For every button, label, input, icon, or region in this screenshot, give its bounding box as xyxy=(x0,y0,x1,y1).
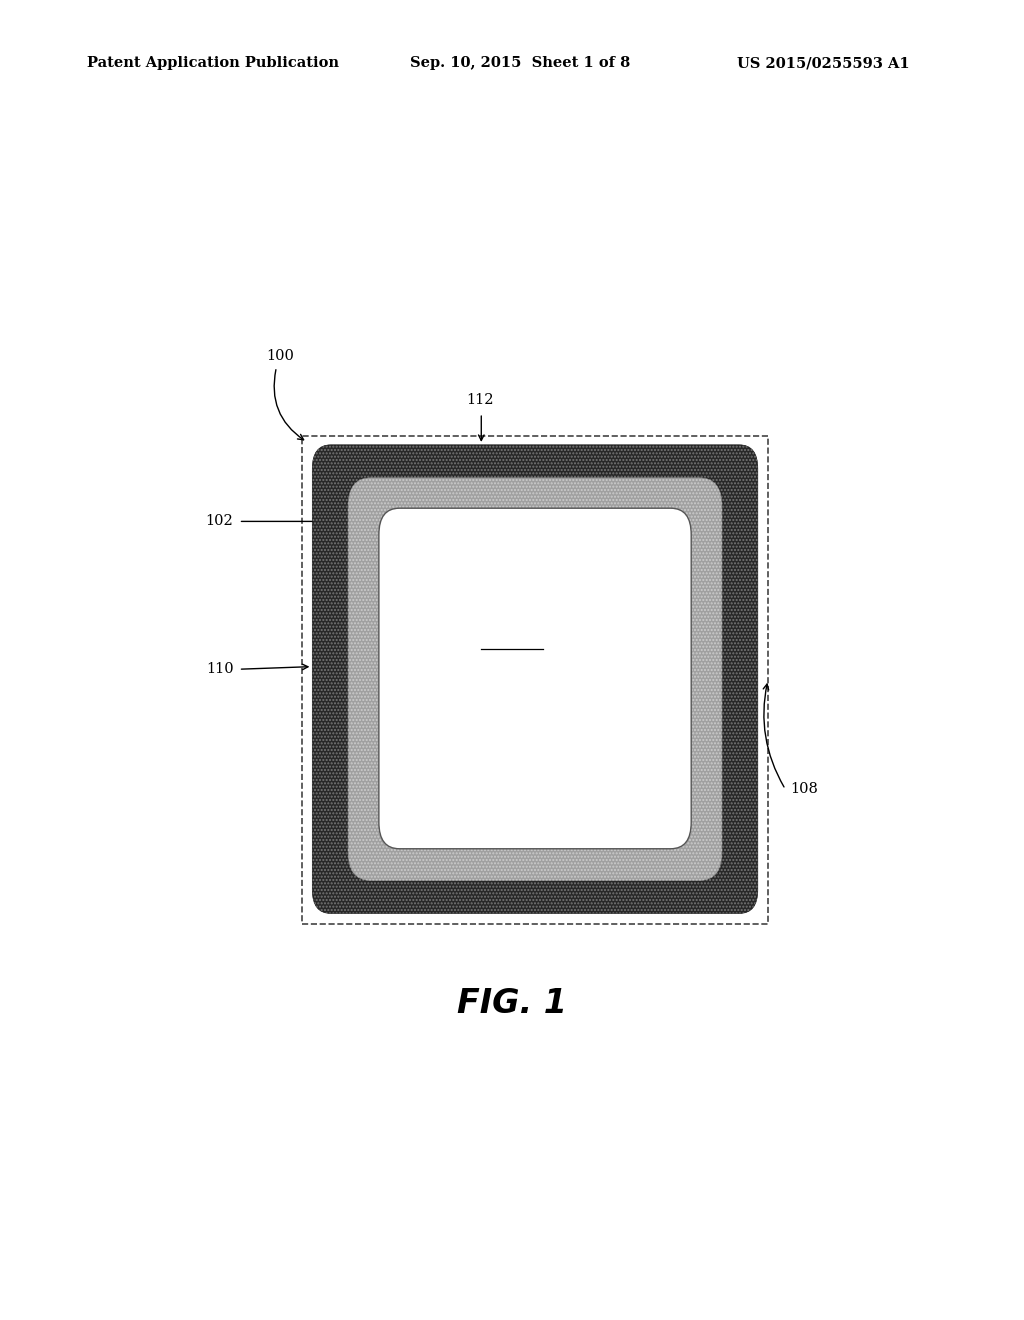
Text: 112: 112 xyxy=(466,392,494,407)
Text: Patent Application Publication: Patent Application Publication xyxy=(87,57,339,70)
Text: 102: 102 xyxy=(206,515,233,528)
Text: FIG. 1: FIG. 1 xyxy=(457,987,567,1019)
Text: 110: 110 xyxy=(206,663,233,676)
Text: 104: 104 xyxy=(451,775,478,788)
FancyBboxPatch shape xyxy=(312,445,758,913)
Text: 108: 108 xyxy=(791,783,818,796)
Text: 100: 100 xyxy=(266,350,294,363)
FancyBboxPatch shape xyxy=(348,478,722,880)
FancyBboxPatch shape xyxy=(379,508,691,849)
Text: Sep. 10, 2015  Sheet 1 of 8: Sep. 10, 2015 Sheet 1 of 8 xyxy=(410,57,630,70)
Text: 106: 106 xyxy=(498,630,526,643)
Text: US 2015/0255593 A1: US 2015/0255593 A1 xyxy=(737,57,910,70)
